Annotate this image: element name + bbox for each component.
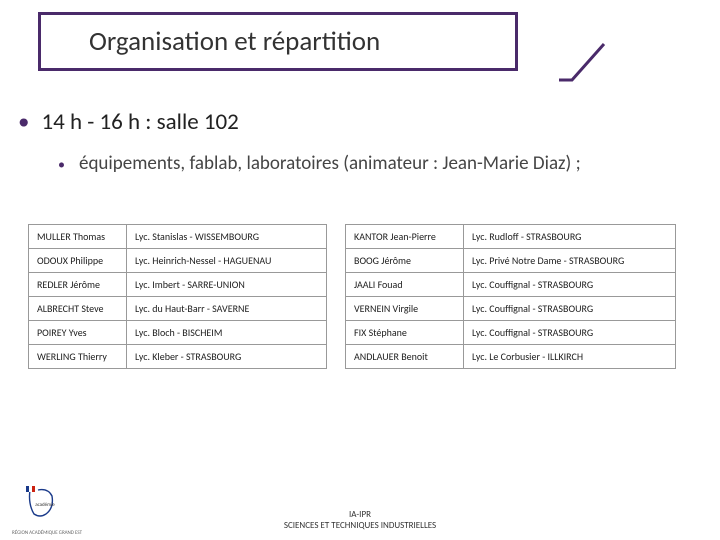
table-cell: FIX Stéphane: [346, 321, 464, 345]
table-cell: ODOUX Philippe: [29, 249, 127, 273]
table-cell: Lyc. Kleber - STRASBOURG: [127, 345, 327, 369]
table-cell: WERLING Thierry: [29, 345, 127, 369]
table-cell: Lyc. Couffignal - STRASBOURG: [464, 297, 676, 321]
table-right-body: KANTOR Jean-PierreLyc. Rudloff - STRASBO…: [346, 225, 676, 369]
footer-line-1: IA-IPR: [0, 509, 720, 521]
bullet-sub-text: équipements, fablab, laboratoires (anima…: [79, 152, 581, 175]
bullet-level-2: • équipements, fablab, laboratoires (anim…: [58, 152, 678, 176]
table-cell: BOOG Jérôme: [346, 249, 464, 273]
bullet-level-1: • 14 h - 16 h : salle 102: [18, 108, 239, 136]
table-cell: JAALI Fouad: [346, 273, 464, 297]
table-cell: POIREY Yves: [29, 321, 127, 345]
title-cut-decoration: [507, 50, 559, 86]
bullet-dot-icon: •: [58, 156, 65, 173]
table-cell: Lyc. Imbert - SARRE-UNION: [127, 273, 327, 297]
table-row: VERNEIN VirgileLyc. Couffignal - STRASBO…: [346, 297, 676, 321]
logo-text: académie: [35, 502, 55, 508]
table-row: JAALI FouadLyc. Couffignal - STRASBOURG: [346, 273, 676, 297]
page-title: Organisation et répartition: [38, 12, 518, 71]
table-cell: Lyc. Privé Notre Dame - STRASBOURG: [464, 249, 676, 273]
table-cell: Lyc. Stanislas - WISSEMBOURG: [127, 225, 327, 249]
bullet-main-text: 14 h - 16 h : salle 102: [41, 108, 238, 136]
table-row: FIX StéphaneLyc. Couffignal - STRASBOURG: [346, 321, 676, 345]
table-row: ODOUX PhilippeLyc. Heinrich-Nessel - HAG…: [29, 249, 327, 273]
table-cell: KANTOR Jean-Pierre: [346, 225, 464, 249]
table-cell: Lyc. Heinrich-Nessel - HAGUENAU: [127, 249, 327, 273]
table-cell: Lyc. du Haut-Barr - SAVERNE: [127, 297, 327, 321]
table-left: MULLER ThomasLyc. Stanislas - WISSEMBOUR…: [28, 224, 327, 369]
table-row: REDLER JérômeLyc. Imbert - SARRE-UNION: [29, 273, 327, 297]
table-cell: Lyc. Couffignal - STRASBOURG: [464, 273, 676, 297]
table-row: WERLING ThierryLyc. Kleber - STRASBOURG: [29, 345, 327, 369]
table-cell: Lyc. Rudloff - STRASBOURG: [464, 225, 676, 249]
table-left-body: MULLER ThomasLyc. Stanislas - WISSEMBOUR…: [29, 225, 327, 369]
table-row: POIREY YvesLyc. Bloch - BISCHEIM: [29, 321, 327, 345]
tables-container: MULLER ThomasLyc. Stanislas - WISSEMBOUR…: [28, 224, 698, 369]
table-row: ALBRECHT SteveLyc. du Haut-Barr - SAVERN…: [29, 297, 327, 321]
title-container: Organisation et répartition: [38, 12, 518, 71]
footer-line-2: SCIENCES ET TECHNIQUES INDUSTRIELLES: [0, 520, 720, 532]
table-row: KANTOR Jean-PierreLyc. Rudloff - STRASBO…: [346, 225, 676, 249]
table-cell: Lyc. Le Corbusier - ILLKIRCH: [464, 345, 676, 369]
bullet-dot-icon: •: [18, 108, 29, 136]
table-cell: ALBRECHT Steve: [29, 297, 127, 321]
table-cell: REDLER Jérôme: [29, 273, 127, 297]
table-cell: VERNEIN Virgile: [346, 297, 464, 321]
footer: IA-IPR SCIENCES ET TECHNIQUES INDUSTRIEL…: [0, 509, 720, 532]
table-cell: Lyc. Bloch - BISCHEIM: [127, 321, 327, 345]
table-cell: ANDLAUER Benoit: [346, 345, 464, 369]
table-row: BOOG JérômeLyc. Privé Notre Dame - STRAS…: [346, 249, 676, 273]
table-row: MULLER ThomasLyc. Stanislas - WISSEMBOUR…: [29, 225, 327, 249]
table-cell: Lyc. Couffignal - STRASBOURG: [464, 321, 676, 345]
table-cell: MULLER Thomas: [29, 225, 127, 249]
table-right: KANTOR Jean-PierreLyc. Rudloff - STRASBO…: [345, 224, 676, 369]
table-row: ANDLAUER BenoitLyc. Le Corbusier - ILLKI…: [346, 345, 676, 369]
